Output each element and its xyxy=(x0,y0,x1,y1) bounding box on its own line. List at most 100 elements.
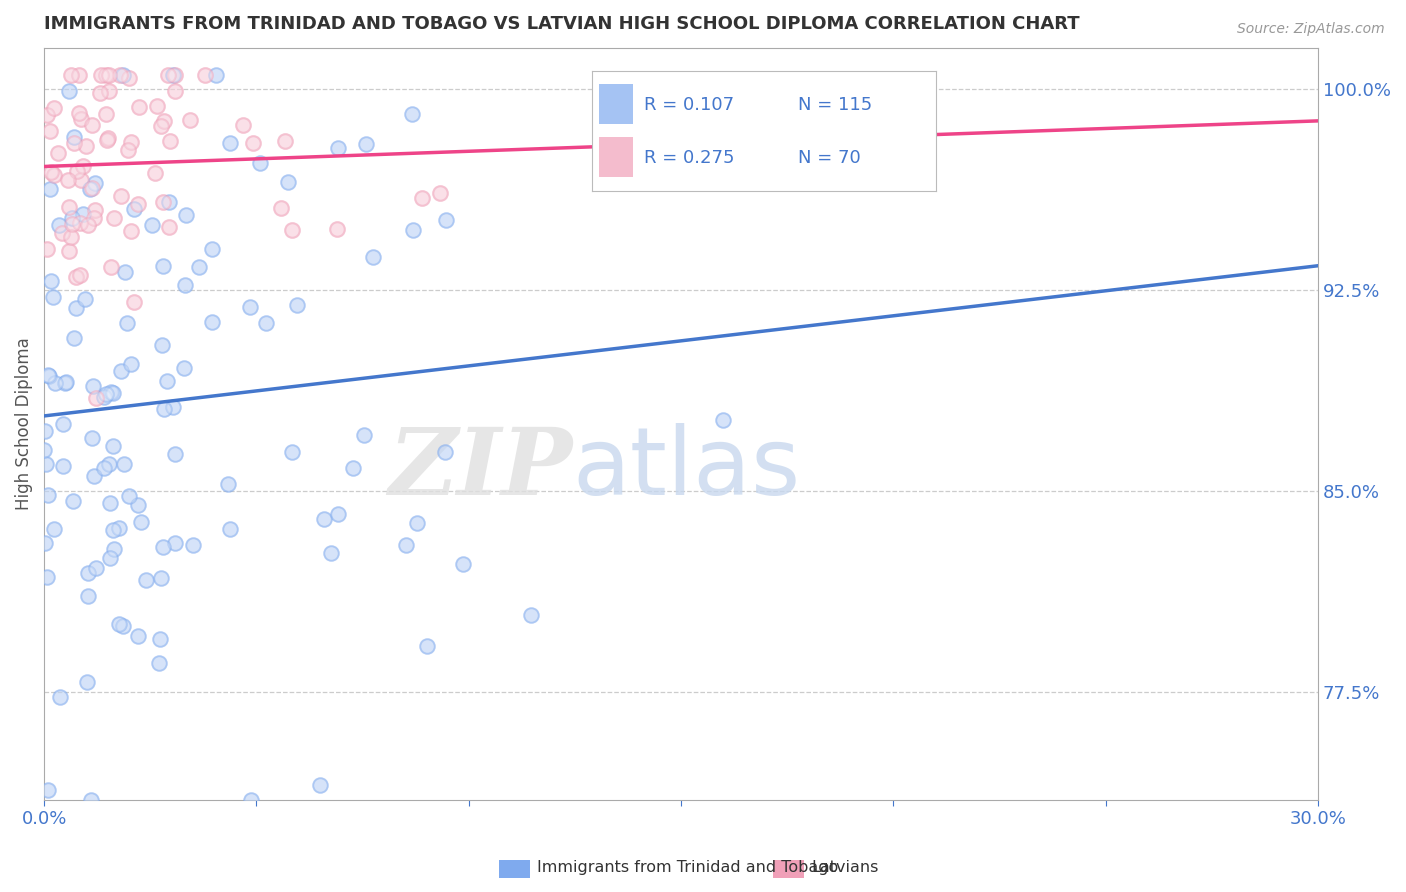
Point xyxy=(120,357,142,371)
Point xyxy=(277,175,299,189)
Point xyxy=(354,137,377,152)
Point xyxy=(150,338,173,352)
Point xyxy=(165,447,187,461)
Point xyxy=(141,218,163,232)
Point xyxy=(153,114,176,128)
Point xyxy=(110,364,132,378)
Point xyxy=(63,331,86,345)
Point xyxy=(83,468,105,483)
Point xyxy=(124,295,146,310)
Point xyxy=(110,364,132,378)
Point xyxy=(120,224,142,238)
Point xyxy=(37,242,59,256)
Point xyxy=(76,675,98,690)
Point xyxy=(58,244,80,258)
Point xyxy=(89,86,111,100)
Point xyxy=(415,639,437,653)
Point xyxy=(150,119,173,133)
Point xyxy=(94,68,117,82)
Point xyxy=(55,375,77,389)
Point xyxy=(181,539,204,553)
Point xyxy=(273,135,295,149)
Point xyxy=(98,457,121,471)
Point xyxy=(90,68,112,82)
Point xyxy=(103,523,125,537)
Point xyxy=(285,298,308,312)
Point xyxy=(42,101,65,115)
Point xyxy=(157,194,180,209)
Point xyxy=(60,217,83,231)
Point xyxy=(204,68,226,82)
Point xyxy=(34,536,56,550)
Point xyxy=(83,211,105,226)
Point xyxy=(66,164,89,178)
Point xyxy=(519,608,541,623)
Point xyxy=(96,133,118,147)
Point xyxy=(34,424,56,438)
Point xyxy=(80,181,103,195)
Point xyxy=(159,134,181,148)
Point xyxy=(100,496,122,510)
Point xyxy=(281,444,304,458)
Point xyxy=(42,101,65,115)
Point xyxy=(152,259,174,273)
Point xyxy=(433,445,456,459)
Point xyxy=(159,134,181,148)
Point xyxy=(89,86,111,100)
Point xyxy=(72,207,94,221)
Point xyxy=(94,387,117,401)
Point xyxy=(112,457,135,471)
Point xyxy=(110,189,132,203)
Point xyxy=(157,194,180,209)
Point xyxy=(42,290,65,304)
Point xyxy=(135,573,157,587)
Point xyxy=(174,277,197,292)
Point xyxy=(52,459,75,474)
Point xyxy=(44,168,66,182)
Point xyxy=(48,218,70,232)
Point xyxy=(84,561,107,575)
Point xyxy=(117,144,139,158)
Point xyxy=(108,68,131,82)
Point xyxy=(117,316,139,330)
Point xyxy=(124,295,146,310)
Point xyxy=(156,374,179,388)
Point xyxy=(280,223,302,237)
Point xyxy=(325,222,347,236)
Point xyxy=(80,792,103,806)
Point xyxy=(342,461,364,475)
Point xyxy=(122,202,145,216)
Point xyxy=(153,402,176,417)
Point xyxy=(100,384,122,399)
Point xyxy=(135,573,157,587)
Point xyxy=(82,379,104,393)
Point xyxy=(120,135,142,149)
Point xyxy=(52,417,75,431)
Point xyxy=(141,218,163,232)
Point xyxy=(342,461,364,475)
Point xyxy=(83,211,105,226)
Point xyxy=(100,384,122,399)
Point xyxy=(39,165,62,179)
Point xyxy=(429,186,451,200)
Point xyxy=(65,301,87,315)
Point xyxy=(62,136,84,150)
Point xyxy=(80,431,103,445)
Point xyxy=(127,499,149,513)
Point xyxy=(194,68,217,82)
Point xyxy=(34,424,56,438)
Point xyxy=(112,457,135,471)
Point xyxy=(56,173,79,187)
Point xyxy=(80,181,103,195)
Point xyxy=(37,488,59,502)
Point xyxy=(312,512,335,526)
Point xyxy=(93,460,115,475)
Point xyxy=(152,541,174,555)
Point xyxy=(353,428,375,442)
Point xyxy=(239,300,262,314)
Point xyxy=(98,68,121,82)
Point xyxy=(37,783,59,797)
Point xyxy=(69,268,91,282)
Point xyxy=(254,316,277,330)
Text: atlas: atlas xyxy=(572,423,801,515)
